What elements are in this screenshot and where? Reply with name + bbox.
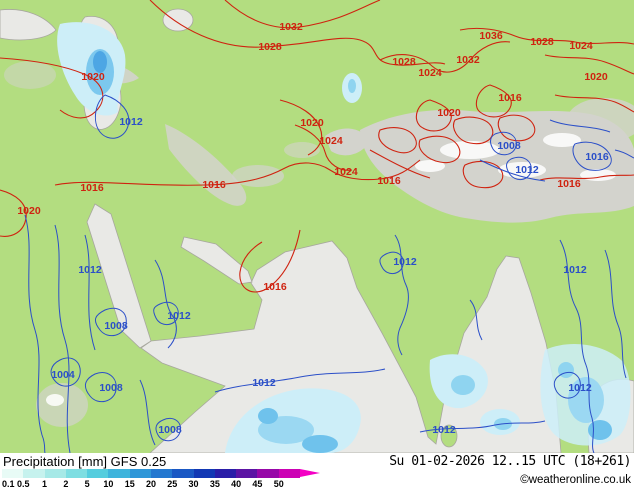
scale-segment (108, 469, 130, 478)
scale-tick: 2 (63, 479, 69, 489)
scale-tick: 45 (252, 479, 263, 489)
scale-segment (236, 469, 258, 478)
scale-arrow-icon (300, 469, 320, 477)
scale-tick: 10 (103, 479, 114, 489)
scale-segment (23, 469, 45, 478)
scale-segment (172, 469, 194, 478)
scale-tick-labels: 0.1 0.5 1 2 5 10 15 20 25 30 35 40 45 50 (2, 479, 332, 490)
precipitation-layer (57, 22, 631, 453)
scale-tick: 35 (209, 479, 220, 489)
legend-bar: Precipitation [mm] GFS 0.25 Su 01-02-202… (0, 453, 634, 490)
scale-segment (87, 469, 109, 478)
scale-tick: 0.5 (17, 479, 30, 489)
copyright-label: ©weatheronline.co.uk (520, 474, 631, 486)
scale-segment (193, 469, 215, 478)
map-area: 1032 1028 1020 1028 1024 1032 1036 1028 1024 1020… (0, 0, 634, 453)
scale-tick: 30 (188, 479, 199, 489)
isobar-lines-high (0, 0, 634, 293)
scale-segment (129, 469, 151, 478)
scale-segment (150, 469, 173, 478)
precipitation-scale (2, 469, 300, 478)
scale-tick: 15 (124, 479, 135, 489)
scale-segment (2, 469, 24, 478)
scale-tick: 0.1 (2, 479, 15, 489)
scale-segment (44, 469, 66, 478)
legend-title: Precipitation [mm] GFS 0.25 (3, 454, 167, 469)
scale-tick: 50 (273, 479, 284, 489)
island-sri-lanka (440, 424, 458, 448)
map-svg (0, 0, 634, 453)
scale-tick: 20 (145, 479, 157, 489)
datetime-label: Su 01-02-2026 12..15 UTC (18+261) (389, 454, 631, 469)
isobar-lines-low (24, 94, 634, 453)
scale-segment (278, 469, 300, 478)
scale-tick: 40 (231, 479, 242, 489)
scale-segment (257, 469, 279, 478)
scale-tick: 5 (84, 479, 90, 489)
scale-segment (214, 469, 237, 478)
scale-segment (65, 469, 88, 478)
scale-tick: 25 (167, 479, 178, 489)
scale-tick: 1 (42, 479, 48, 489)
